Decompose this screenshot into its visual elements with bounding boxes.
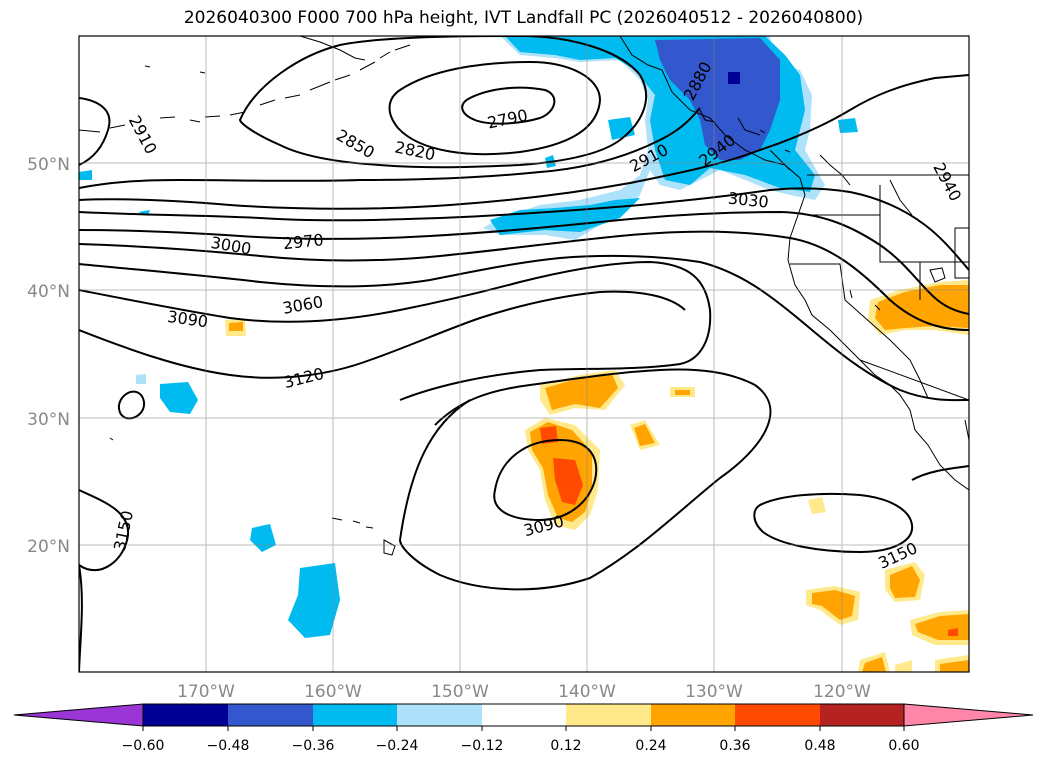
positive-ivt-regions <box>225 280 969 672</box>
map-panel <box>79 36 969 672</box>
lon-label: 160°W <box>304 682 362 702</box>
lat-label: 50°N <box>27 155 70 175</box>
contour-label: 3030 <box>727 189 769 212</box>
colorbar-segment <box>228 704 313 726</box>
colorbar-extend-min <box>13 703 144 727</box>
colorbar-tick-label: 0.24 <box>635 738 666 754</box>
colorbar-tick-label: −0.12 <box>461 738 504 754</box>
colorbar-segment <box>651 704 735 726</box>
colorbar-tick-label: −0.36 <box>292 738 335 754</box>
lon-label: 170°W <box>177 682 235 702</box>
contour-label: 2970 <box>282 230 324 253</box>
colorbar-segment <box>397 704 482 726</box>
lon-label: 130°W <box>685 682 743 702</box>
colorbar-segment <box>735 704 820 726</box>
graticule <box>79 36 969 672</box>
lat-label: 20°N <box>27 537 70 557</box>
lat-label: 30°N <box>27 410 70 430</box>
map-title: 2026040300 F000 700 hPa height, IVT Land… <box>183 8 864 28</box>
colorbar-segment <box>143 704 228 726</box>
colorbar-tick-label: 0.48 <box>804 738 835 754</box>
colorbar-tick-label: −0.24 <box>376 738 419 754</box>
colorbar: −0.60 −0.48 −0.36 −0.24 −0.12 0.12 0.24 … <box>13 703 1034 754</box>
colorbar-tick-label: 0.36 <box>719 738 750 754</box>
lat-label: 40°N <box>27 282 70 302</box>
colorbar-segment <box>566 704 651 726</box>
map-frame <box>78 35 970 673</box>
colorbar-tick-label: 0.12 <box>550 738 581 754</box>
coastlines <box>79 36 969 556</box>
height-contours <box>79 36 969 672</box>
colorbar-tick-label: −0.60 <box>122 738 165 754</box>
lon-label: 150°W <box>431 682 489 702</box>
colorbar-segment <box>482 704 566 726</box>
colorbar-segment <box>820 704 904 726</box>
colorbar-segment <box>313 704 397 726</box>
colorbar-extend-max <box>903 703 1034 727</box>
negative-ivt-regions <box>79 36 858 638</box>
lon-label: 140°W <box>558 682 616 702</box>
lon-label: 120°W <box>813 682 871 702</box>
colorbar-tick-label: −0.48 <box>207 738 250 754</box>
colorbar-tick-label: 0.60 <box>888 738 919 754</box>
